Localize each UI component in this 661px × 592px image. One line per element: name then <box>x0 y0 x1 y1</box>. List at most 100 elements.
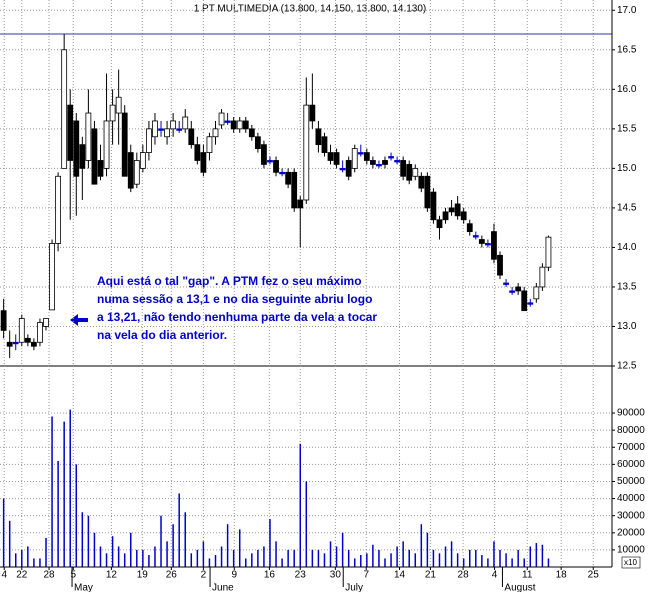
x-tick-label: 11 <box>522 570 533 581</box>
volume-bar <box>402 541 404 567</box>
chart-title: 1 PT MULTIMEDIA (13.800, 14.150, 13.800,… <box>194 4 427 15</box>
candle-body <box>194 144 201 161</box>
candle-body <box>369 160 376 165</box>
y-tick-label: 10000 <box>617 545 645 556</box>
candle-body <box>454 203 461 217</box>
volume-bar <box>493 541 495 567</box>
candle-body <box>254 136 261 150</box>
y-tick-label: 50000 <box>617 476 645 487</box>
candle-body <box>230 120 237 130</box>
volume-bar <box>517 549 519 567</box>
volume-bar <box>93 532 96 567</box>
candle-body <box>285 171 292 185</box>
volume-bar <box>372 544 374 567</box>
volume-bar <box>426 532 429 567</box>
x-tick-label: 28 <box>458 570 470 581</box>
candle-body <box>121 112 128 177</box>
volume-bar <box>178 493 180 567</box>
candle-body <box>248 128 255 138</box>
volume-bar <box>535 543 538 567</box>
candle-body <box>206 136 213 153</box>
candle-body <box>472 235 479 238</box>
volume-bar <box>105 553 108 567</box>
candle-body <box>24 337 31 343</box>
candle-body <box>133 160 140 185</box>
candle-body <box>91 128 98 185</box>
volume-bar <box>51 416 53 567</box>
candle-body <box>79 144 86 169</box>
candle-body <box>218 112 225 126</box>
x-tick-label: 16 <box>264 570 276 581</box>
volume-bar <box>360 555 362 567</box>
x-tick-label: 21 <box>425 570 437 581</box>
volume-bar <box>384 558 386 567</box>
volume-bar <box>547 558 550 567</box>
volume-bar <box>117 546 120 567</box>
volume-bar <box>57 460 59 567</box>
y-tick-label: 15.0 <box>617 163 637 174</box>
annotation: na vela do dia anterior. <box>97 328 227 342</box>
volume-bar <box>154 546 156 567</box>
candle-body <box>339 167 346 171</box>
candle-body <box>321 136 328 153</box>
candle-body <box>430 191 437 221</box>
volume-bar <box>468 549 471 567</box>
volume-bar <box>275 541 277 567</box>
candle-body <box>43 318 49 327</box>
candle-body <box>309 104 316 122</box>
volume-bar <box>263 546 265 567</box>
candle-body <box>466 223 473 233</box>
x-tick-label: 30 <box>330 570 342 581</box>
volume-bar <box>238 529 241 567</box>
y-tick-label: 40000 <box>617 493 645 504</box>
candle-body <box>12 341 19 345</box>
candle-body <box>188 128 195 146</box>
y-tick-label: 13.0 <box>617 321 637 332</box>
x-tick-label: 9 <box>231 570 237 581</box>
x-tick-label: 18 <box>556 570 568 581</box>
candle-body <box>388 156 394 159</box>
candle-body <box>297 199 304 209</box>
candle-body <box>236 120 243 130</box>
candle-body <box>212 128 219 138</box>
volume-bar <box>293 549 295 567</box>
annotation: Aqui está o tal "gap". A PTM fez o seu m… <box>97 274 362 288</box>
candle-body <box>539 266 546 288</box>
candle-body <box>176 128 183 131</box>
volume-bar <box>499 549 501 567</box>
annotation-arrow <box>70 314 88 326</box>
candle-body <box>303 104 310 201</box>
candle-body <box>485 243 491 246</box>
candle-body <box>109 104 116 122</box>
volume-bar <box>87 515 90 567</box>
month-label: May <box>74 583 93 592</box>
candle-body <box>448 207 455 213</box>
x-tick-label: 4 <box>1 570 7 581</box>
y-tick-label: 15.5 <box>617 123 637 134</box>
volume-bar <box>305 481 308 567</box>
volume-bar <box>396 546 398 567</box>
volume-bar <box>481 555 483 567</box>
volume-bar <box>33 558 35 567</box>
candle-body <box>67 104 74 161</box>
x-tick-label: 26 <box>166 570 178 581</box>
y-tick-label: 14.5 <box>617 203 637 214</box>
volume-bar <box>523 558 525 567</box>
candle-body <box>170 120 177 130</box>
y-tick-label: 17.0 <box>617 5 637 16</box>
candle-body <box>351 148 358 169</box>
volume-bar <box>39 558 41 567</box>
candle-body <box>261 144 267 165</box>
volume-bar <box>8 520 11 567</box>
volume-bar <box>420 524 423 567</box>
volume-bar <box>69 409 71 567</box>
candle-body <box>242 120 249 130</box>
candle-body <box>376 164 382 167</box>
volume-bar <box>99 546 102 567</box>
candle-body <box>273 160 279 173</box>
volume-bar <box>505 553 507 567</box>
y-tick-label: 13.5 <box>617 282 637 293</box>
volume-bar <box>220 546 223 567</box>
volume-bar <box>232 549 235 567</box>
volume-bar <box>281 558 283 567</box>
